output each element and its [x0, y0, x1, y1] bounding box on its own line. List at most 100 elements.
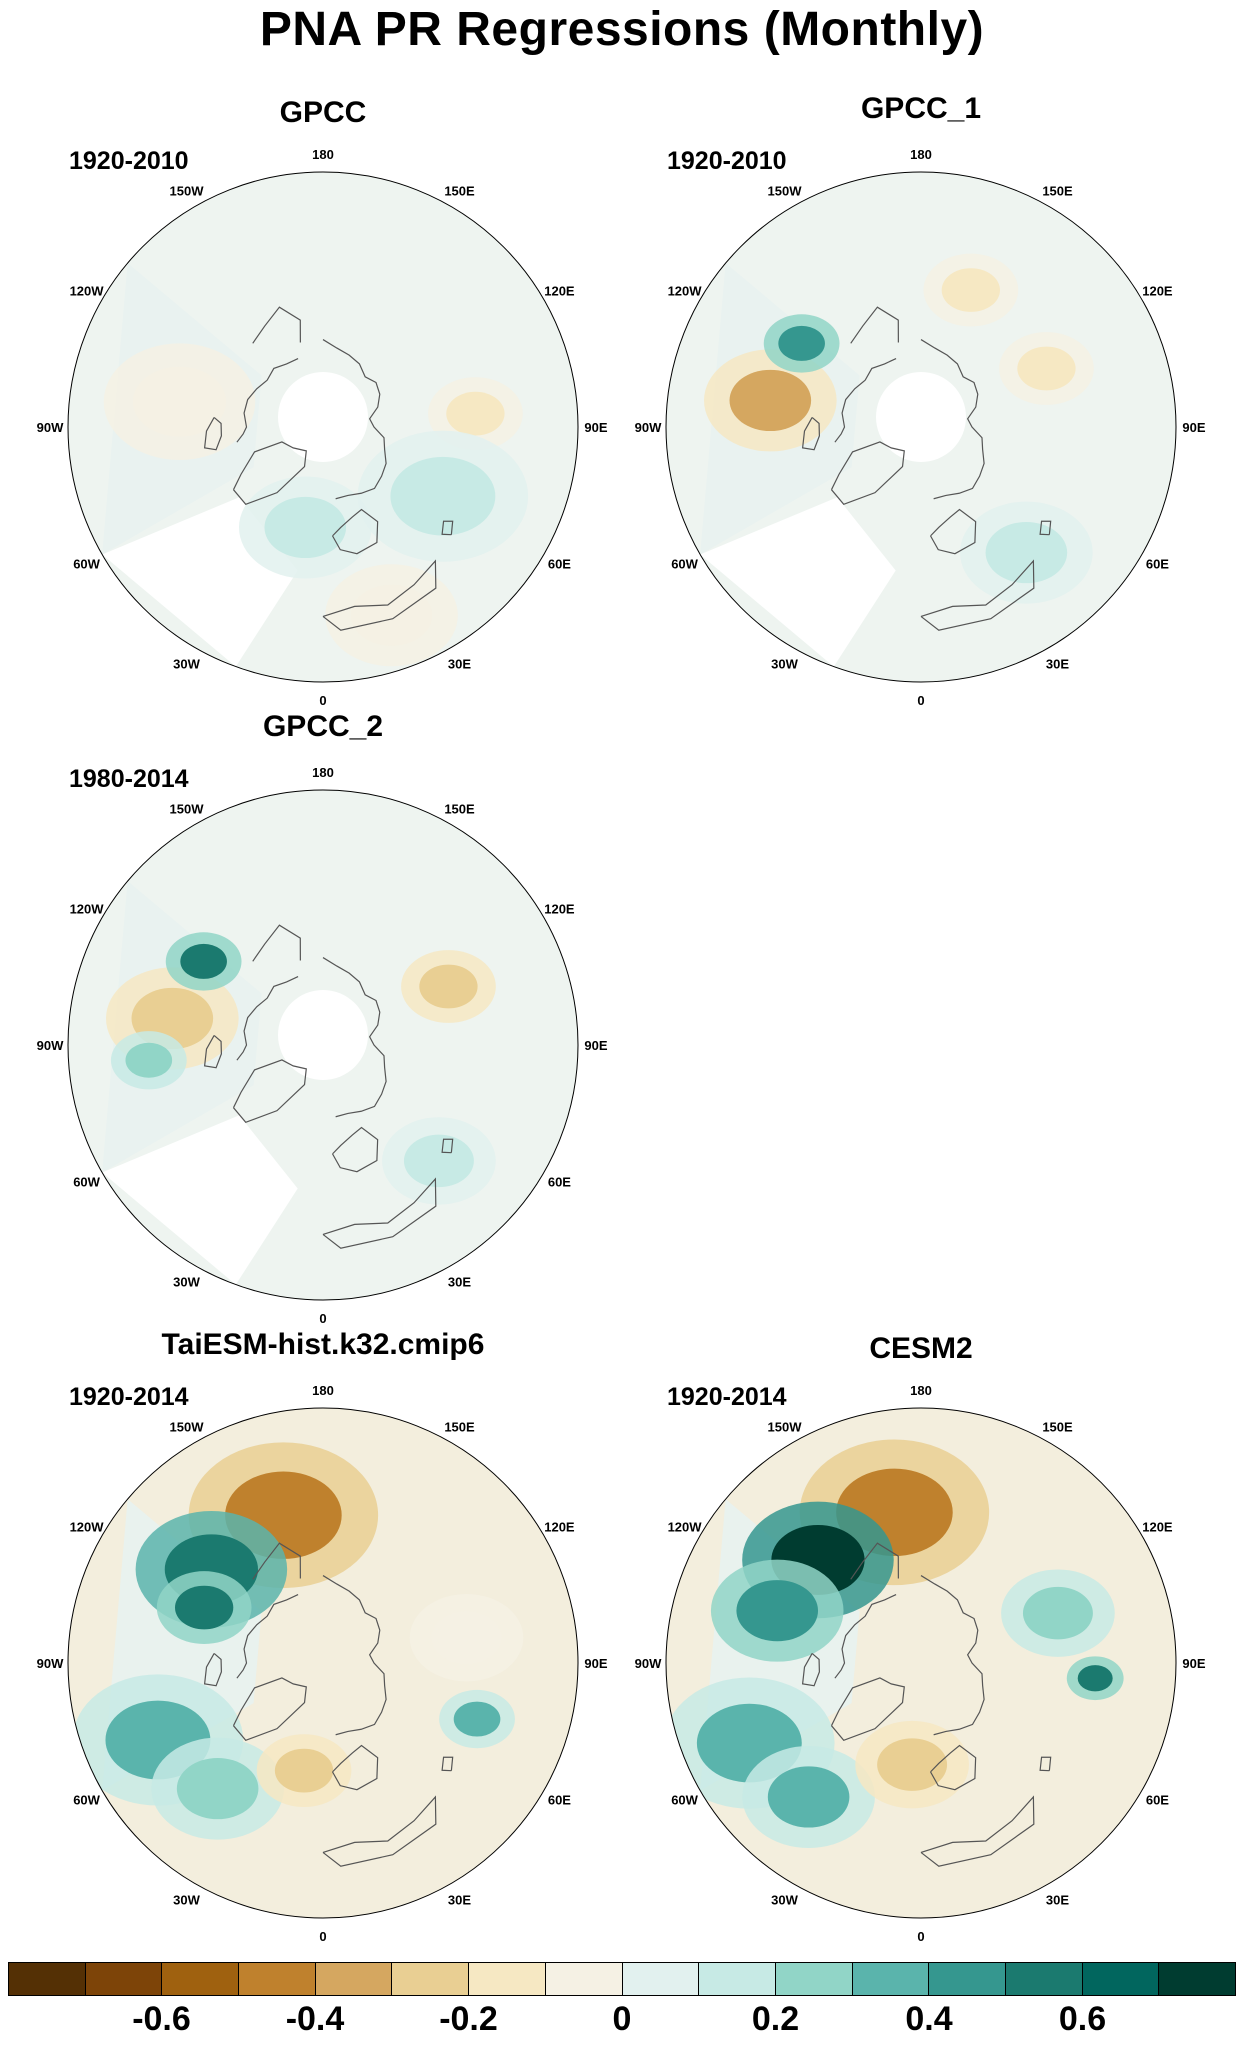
- longitude-label: 150E: [1042, 184, 1073, 199]
- longitude-label: 60E: [1146, 557, 1169, 572]
- longitude-label: 150E: [444, 1420, 475, 1435]
- longitude-label: 150W: [768, 1420, 803, 1435]
- longitude-label: 30E: [448, 1892, 471, 1907]
- colorbar-cell: [1082, 1963, 1160, 1995]
- coastline: [850, 306, 899, 344]
- longitude-label: 150E: [1042, 1420, 1073, 1435]
- panel-period: 1920-2010: [69, 147, 189, 175]
- longitude-label: 120W: [668, 1520, 703, 1535]
- arctic-ocean: [278, 372, 368, 462]
- longitude-label: 120W: [668, 284, 703, 299]
- longitude-label: 120W: [70, 902, 105, 917]
- figure-title: PNA PR Regressions (Monthly): [259, 3, 985, 56]
- polar-map: 180 150E 120E 90E 60E 30E 0 30W 60W 90W 120W 150W: [635, 147, 1206, 708]
- polar-map: 180 150E 120E 90E 60E 30E 0 30W 60W 90W 120W 150W: [37, 1383, 608, 1944]
- colorbar-cell: [699, 1963, 776, 1995]
- coastline: [232, 1677, 307, 1741]
- colorbar: [8, 1962, 1236, 1996]
- coastline: [830, 441, 905, 505]
- longitude-label: 150E: [444, 184, 475, 199]
- longitude-label: 120E: [1142, 284, 1173, 299]
- longitude-label: 90W: [635, 1656, 662, 1671]
- anomaly-core: [729, 369, 812, 432]
- colorbar-tick-label: 0.6: [1058, 2000, 1107, 2038]
- longitude-label: 120E: [544, 284, 575, 299]
- colorbar-tick-label: 0.4: [905, 2000, 953, 2038]
- anomaly-core: [453, 1701, 501, 1737]
- longitude-label: 180: [312, 147, 334, 162]
- anomaly-core: [446, 391, 505, 436]
- colorbar-cell: [239, 1963, 316, 1995]
- anomaly-core: [264, 496, 347, 559]
- coastline: [232, 441, 307, 505]
- longitude-label: 90W: [37, 1656, 64, 1671]
- panel-title: CESM2: [869, 1332, 973, 1365]
- longitude-label: 30E: [1046, 656, 1069, 671]
- longitude-label: 120E: [544, 902, 575, 917]
- colorbar-cell: [852, 1963, 930, 1995]
- anomaly-core: [778, 325, 825, 361]
- panel-title: GPCC_2: [262, 710, 384, 743]
- anomaly-core: [431, 1611, 502, 1664]
- coastline: [920, 559, 1035, 631]
- longitude-label: 180: [910, 147, 932, 162]
- longitude-label: 180: [910, 1383, 932, 1398]
- longitude-label: 90E: [1182, 1656, 1205, 1671]
- arctic-ocean: [278, 990, 368, 1080]
- colorbar-tick-label: 0.2: [751, 2000, 800, 2038]
- colorbar-cell: [622, 1963, 700, 1995]
- polar-map: 180 150E 120E 90E 60E 30E 0 30W 60W 90W 120W 150W: [37, 147, 608, 708]
- coastline: [441, 520, 454, 536]
- coastline: [252, 306, 301, 344]
- coastline: [203, 417, 222, 451]
- longitude-label: 180: [312, 1383, 334, 1398]
- anomaly-core: [1022, 1586, 1093, 1640]
- coastline: [332, 508, 379, 555]
- coastline: [322, 1795, 437, 1867]
- atlantic-ocean: [700, 497, 896, 667]
- panel-title: GPCC_1: [860, 92, 982, 125]
- longitude-label: 60W: [73, 557, 100, 572]
- longitude-label: 90E: [584, 1656, 607, 1671]
- anomaly-core: [403, 1134, 474, 1188]
- longitude-label: 150W: [768, 184, 803, 199]
- longitude-label: 30E: [448, 1274, 471, 1289]
- map-boundary: [67, 1407, 579, 1919]
- map-boundary: [67, 789, 579, 1301]
- polar-map: 180 150E 120E 90E 60E 30E 0 30W 60W 90W 120W 150W: [37, 765, 608, 1326]
- panel-period: 1920-2014: [667, 1383, 787, 1411]
- map-panel-gpcc-2: 180 150E 120E 90E 60E 30E 0 30W 60W 90W 120W 150W G…: [37, 710, 608, 1330]
- longitude-label: 150W: [170, 802, 205, 817]
- longitude-label: 60W: [73, 1175, 100, 1190]
- colorbar-cell: [1159, 1963, 1235, 1995]
- anomaly-core: [985, 521, 1068, 584]
- longitude-label: 60E: [548, 1793, 571, 1808]
- polar-map: 180 150E 120E 90E 60E 30E 0 30W 60W 90W 120W 150W: [635, 1383, 1206, 1944]
- atlantic-ocean: [102, 1115, 298, 1285]
- map-panel-gpcc: 180 150E 120E 90E 60E 30E 0 30W 60W 90W 120W 150W G…: [37, 92, 608, 712]
- longitude-label: 30W: [771, 1892, 798, 1907]
- coastline: [930, 1744, 977, 1791]
- coastline: [801, 1653, 820, 1687]
- coastline: [332, 1126, 379, 1173]
- coastline: [203, 1653, 222, 1687]
- coastline: [930, 508, 977, 555]
- coastline: [232, 1059, 307, 1123]
- arctic-ocean: [876, 372, 966, 462]
- map-panel-cesm2: 180 150E 120E 90E 60E 30E 0 30W 60W 90W 120W 150W C…: [635, 1328, 1206, 1948]
- longitude-label: 150W: [170, 184, 205, 199]
- longitude-label: 150W: [170, 1420, 205, 1435]
- coastline: [1039, 520, 1052, 536]
- longitude-label: 120W: [70, 284, 105, 299]
- longitude-label: 0: [319, 1929, 326, 1944]
- coastline: [834, 357, 897, 443]
- longitude-label: 30W: [771, 656, 798, 671]
- anomaly-core: [350, 584, 433, 646]
- map-boundary: [665, 171, 1177, 683]
- colorbar-tick-label: -0.2: [439, 2000, 498, 2038]
- coastline: [203, 1035, 222, 1069]
- longitude-label: 0: [319, 1311, 326, 1326]
- anomaly-core: [390, 456, 496, 536]
- coastline: [801, 417, 820, 451]
- longitude-label: 120E: [1142, 1520, 1173, 1535]
